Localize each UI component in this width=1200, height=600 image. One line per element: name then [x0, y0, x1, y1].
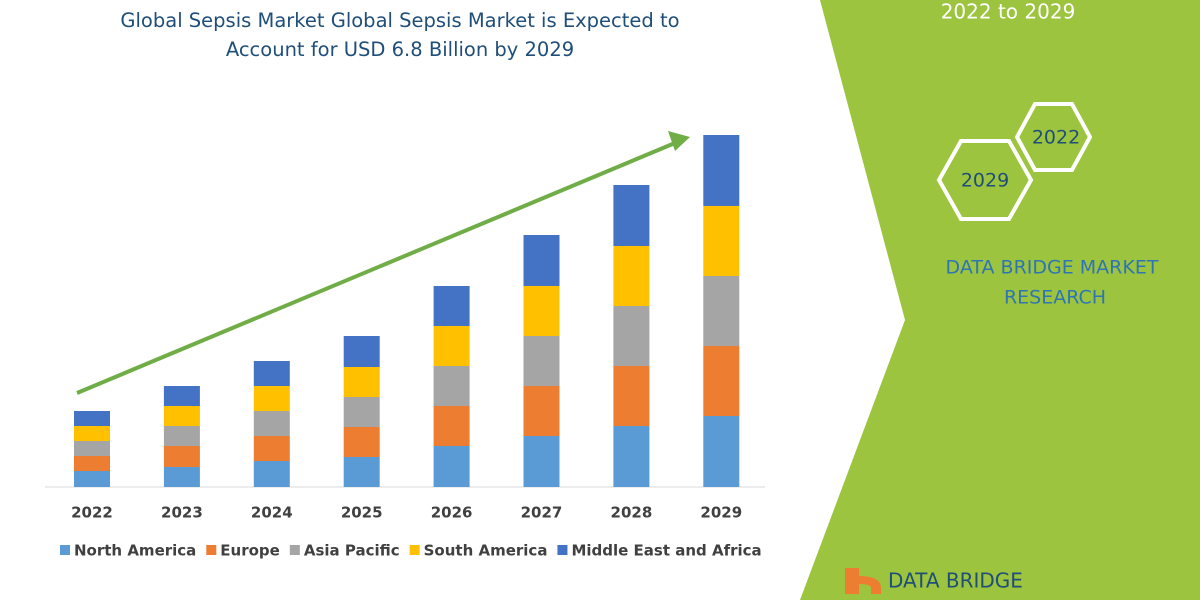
bars: 2022 2023 2024 2025 2026 2027 2028 2029 — [71, 135, 742, 522]
legend-swatch — [557, 545, 568, 555]
x-tick-label: 2024 — [251, 504, 293, 522]
bar-segment — [703, 206, 740, 276]
bar-segment — [163, 467, 200, 487]
brand-text: RESEARCH — [1004, 287, 1106, 309]
green-panel — [800, 0, 1200, 600]
bar-segment — [703, 416, 740, 487]
legend-swatch — [60, 545, 70, 555]
bar-segment — [163, 426, 200, 446]
brand-text: DATA BRIDGE MARKET — [946, 257, 1159, 279]
legend-label: South America — [424, 542, 548, 560]
bar-segment — [253, 461, 290, 487]
hexagon-label: 2029 — [961, 170, 1009, 192]
bar-segment — [613, 366, 650, 426]
logo-text: DATA BRIDGE — [888, 569, 1023, 593]
bar-segment — [613, 426, 650, 487]
bar-segment — [703, 276, 740, 346]
legend-label: North America — [74, 542, 196, 560]
x-tick-label: 2028 — [611, 504, 653, 522]
bar-segment — [613, 185, 650, 246]
bar-segment — [253, 361, 290, 386]
hexagon — [1014, 102, 1093, 172]
x-tick-label: 2025 — [341, 504, 383, 522]
legend-swatch — [409, 545, 420, 555]
bar-segment — [343, 457, 380, 487]
bar-segment — [523, 386, 560, 436]
period-label: 2022 to 2029 — [941, 0, 1076, 24]
bar-segment — [613, 246, 650, 306]
bar-segment — [74, 471, 110, 487]
bar-segment — [343, 427, 380, 457]
legend-swatch — [206, 545, 217, 555]
x-tick-label: 2023 — [161, 504, 203, 522]
legend-label: Europe — [220, 542, 280, 560]
bar-segment — [523, 286, 560, 336]
bar-segment — [253, 436, 290, 461]
legend: North America Europe Asia Pacific South Ame… — [60, 542, 762, 560]
chart-title: Global Sepsis Market Global Sepsis Marke… — [120, 9, 680, 61]
bar-segment — [433, 286, 470, 326]
legend-label: Middle East and Africa — [571, 542, 761, 560]
bar-segment — [74, 411, 110, 426]
bar-segment — [74, 426, 110, 441]
bar-segment — [253, 411, 290, 436]
bar-segment — [433, 446, 470, 487]
bar-segment — [703, 135, 740, 206]
x-tick-label: 2026 — [431, 504, 473, 522]
x-tick-label: 2029 — [700, 504, 742, 522]
x-tick-label: 2027 — [521, 504, 563, 522]
legend-label: Asia Pacific — [304, 542, 400, 560]
arrow-head — [668, 131, 690, 151]
bar-segment — [343, 367, 380, 397]
bar-segment — [253, 386, 290, 411]
bar-segment — [343, 336, 380, 367]
bar-segment — [523, 336, 560, 386]
bar-segment — [433, 366, 470, 406]
bar-segment — [74, 441, 110, 456]
bar-segment — [163, 446, 200, 467]
bar-segment — [523, 436, 560, 487]
bar-segment — [163, 406, 200, 426]
x-tick-label: 2022 — [71, 504, 113, 522]
bar-segment — [703, 346, 740, 416]
hexagon — [936, 139, 1034, 221]
bar-segment — [523, 235, 560, 286]
bar-segment — [163, 386, 200, 406]
bar-segment — [433, 326, 470, 366]
bar-segment — [433, 406, 470, 446]
bar-segment — [74, 456, 110, 471]
bar-segment — [343, 397, 380, 427]
trend-arrow — [76, 141, 676, 395]
bar-segment — [613, 306, 650, 366]
logo-icon — [845, 568, 881, 594]
hexagon-label: 2022 — [1032, 127, 1080, 149]
legend-swatch — [289, 545, 300, 555]
